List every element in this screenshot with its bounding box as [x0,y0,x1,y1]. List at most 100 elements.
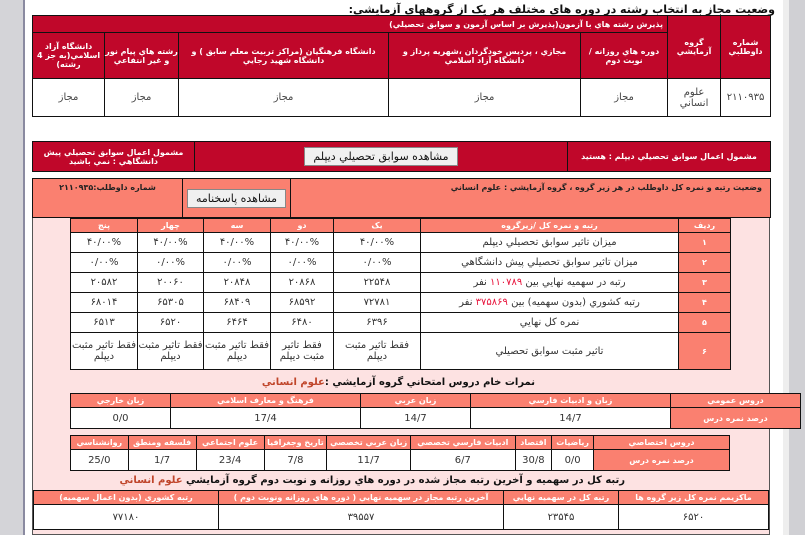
header-virtual: مجازي ، پرديس خودگردان ،شهريه پرداز و دا… [388,32,582,79]
specialized-row-label: درصد نمره درس [593,449,730,471]
subgroup-value: ۰/۰۰% [333,252,421,273]
table-row: ۶ تاثير مثبت سوابق تحصيلي فقط تاثير مثبت د… [70,332,731,370]
table-row: ۱ ميزان تاثير سوابق تحصيلي ديپلم ۴۰/۰۰% ۴۰/… [70,232,731,253]
course-score: 30/8 [514,449,553,471]
final-header: آخرين رتبه مجاز در سهميه نهايي ( دوره ها… [218,490,504,505]
row-label-count: ۱۱۰۷۸۹ [490,277,523,288]
final-title-text: رتبه کل در سهميه و آخرين رتبه مجاز شده د… [186,475,625,486]
row-number: ۶ [678,332,731,370]
subgroup-value: ۶۵۲۰ [137,312,204,333]
scrollbar[interactable] [783,0,805,535]
raw-scores-group: علوم انساني [261,377,325,388]
course-score: 1/7 [127,449,197,471]
raw-scores-title-text: نمرات خام دروس امتحاني گروه آزمايشي : [324,377,535,388]
row-label-text: رتبه در سهميه نهايي بين [525,277,626,288]
header-azad: دانشگاه آزاد اسلامي(به جز 4 رشته) [31,32,106,79]
course-score: 6/7 [410,449,516,471]
header-group: گروه آزمايشي [667,15,722,79]
course-score: 23/4 [195,449,265,471]
row-label: رتبه در سهميه نهايي بين ۱۱۰۷۸۹ نفر [420,272,679,293]
course-header: رياضيات [551,435,595,450]
general-courses-table: دروس عمومي زبان و ادبيات فارسي زبان عربي فر… [70,393,801,429]
subgroup-value: ۴۰/۰۰% [70,232,138,253]
row-label: رتبه کشوري (بدون سهميه) بين ۳۷۵۸۶۹ نفر [420,292,679,313]
status-group: علوم انساني [450,183,502,192]
group: علوم انساني [667,78,722,117]
course-header: زبان و ادبيات فارسي [470,393,671,408]
specialized-courses-table: دروس اختصاصي رياضيات اقتصاد ادبيات فارسي تخ… [70,435,730,471]
final-value: ۳۹۵۵۷ [218,504,504,530]
header-candidate-no: شماره داوطلبي [720,15,772,79]
records-bar: مشمول اعمال سوابق تحصيلي ديپلم : هستيد مش… [32,141,771,172]
row-label-unit: نفر [473,277,487,288]
subgroup-value: ۰/۰۰% [70,252,138,273]
azad-status: مجاز [31,78,106,117]
view-diploma-records-button[interactable]: مشاهده سوابق تحصيلي ديپلم [304,147,458,166]
diploma-status: مشمول اعمال سوابق تحصيلي ديپلم : هستيد [567,141,771,172]
row-label-unit: نفر [459,297,473,308]
final-header: رتبه کشوري (بدون اعمال سهميه) [33,490,219,505]
payamnoor-status: مجاز [104,78,180,117]
farhangian-status: مجاز [178,78,390,117]
subgroup-value: ۶۸۵۹۲ [270,292,334,313]
subgroup-value: فقط تاثير مثبت ديپلم [137,332,204,370]
final-value: ۲۳۵۴۵ [503,504,619,530]
candidate-number-label: شماره داوطلب:۲۱۱۰۹۳۵ [32,178,183,218]
row-label: تاثير مثبت سوابق تحصيلي [420,332,679,370]
header-payamnoor: رشته هاي پيام نور و غير انتفاعي [104,32,180,79]
subgroup-value: ۶۴۸۰ [270,312,334,333]
course-score: 0/0 [70,407,171,429]
row-label: نمره کل نهايي [420,312,679,333]
course-header: فلسفه ومنطق [127,435,197,450]
final-group: علوم انساني [119,475,183,486]
header-accept-group: پذيرش رشته هاي با آزمون(پذيرش بر اساس آز… [31,15,669,33]
final-value: ۷۷۱۸۰ [33,504,219,530]
row-number: ۳ [678,272,731,293]
subgroup-value: ۴۰/۰۰% [333,232,421,253]
eligibility-table: شماره داوطلبي گروه آزمايشي پذيرش رشته هاي … [31,15,772,117]
status-label: وضعيت رتبه و نمره کل داوطلب در هر زير گر… [503,183,762,192]
rank-header-6: پنج [70,218,138,233]
page-title: وضعيت مجاز به انتخاب رشته در دوره هاي مخ… [348,3,775,16]
course-score: 14/7 [360,407,471,429]
course-header: تاريخ وجغرافيا [263,435,328,450]
course-score: 17/4 [170,407,361,429]
course-header: علوم اجتماعي [195,435,265,450]
row-number: ۲ [678,252,731,273]
course-header: زبان عربي [360,393,471,408]
subgroup-value: ۲۰۰۶۰ [137,272,204,293]
rank-header-5: چهار [137,218,204,233]
row-label-text: رتبه کشوري (بدون سهميه) بين [511,297,640,308]
subgroup-value: ۲۰۵۸۲ [70,272,138,293]
virtual-status: مجاز [388,78,582,117]
rank-header-3: دو [270,218,334,233]
rank-header-2: يک [333,218,421,233]
course-score: 0/0 [551,449,595,471]
table-row: ۴ رتبه کشوري (بدون سهميه) بين ۳۷۵۸۶۹ نفر ۷… [70,292,731,313]
course-header: زبان عربي تخصصي [326,435,411,450]
course-header: فرهنگ و معارف اسلامي [170,393,361,408]
view-answer-sheet-button[interactable]: مشاهده پاسخنامه [186,189,287,208]
row-label-count: ۳۷۵۸۶۹ [475,297,508,308]
subgroup-value: ۴۰/۰۰% [137,232,204,253]
rank-header-0: رديف [678,218,731,233]
course-score: 11/7 [326,449,411,471]
subgroup-value: ۷۲۷۸۱ [333,292,421,313]
subgroup-value: فقط تاثير مثبت ديپلم [270,332,334,370]
header-daily: دوره هاي روزانه / نوبت دوم [580,32,669,79]
row-number: ۱ [678,232,731,253]
left-window-edge [0,0,25,535]
table-row: ۲ ميزان تاثير سوابق تحصيلي پيش دانشگاهي ۰/… [70,252,731,273]
course-header: ادبيات فارسي تخصصي [410,435,516,450]
subgroup-value: ۶۵۳۰۵ [137,292,204,313]
row-number: ۵ [678,312,731,333]
subgroup-value: ۰/۰۰% [203,252,271,273]
daily-status: مجاز [580,78,669,117]
rank-header-1: رتبه و نمره کل /زيرگروه [420,218,679,233]
subgroup-value: فقط تاثير مثبت ديپلم [203,332,271,370]
rank-header-4: سه [203,218,271,233]
subgroup-value: ۴۰/۰۰% [270,232,334,253]
subgroup-value: ۰/۰۰% [270,252,334,273]
subgroup-value: ۲۰۸۴۸ [203,272,271,293]
subgroup-value: ۴۰/۰۰% [203,232,271,253]
